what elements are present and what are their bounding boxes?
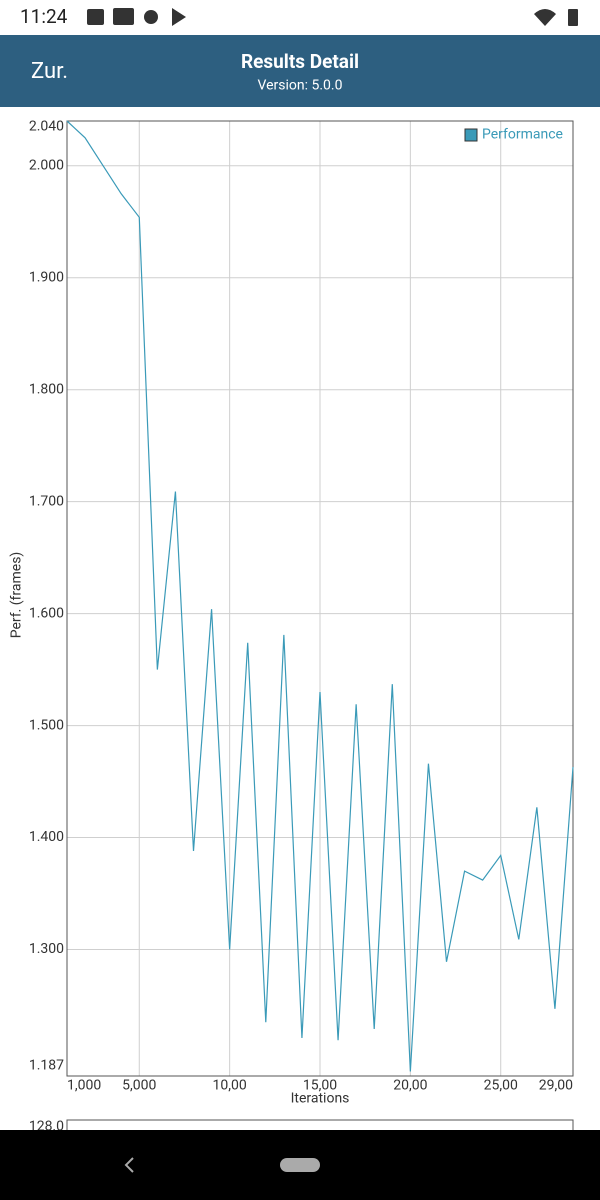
data-line [66, 120, 574, 1072]
app-bar [0, 35, 600, 107]
x-tick-label: 15,00 [303, 1078, 337, 1094]
status-icons [87, 8, 578, 26]
y-tick-label: 1.900 [29, 269, 64, 285]
x-axis-label: Iterations [291, 1091, 350, 1107]
chart: 2.040 2.000 1.900 1.800 1.700 1.600 1.500 1.400… [9, 119, 574, 1107]
x-tick-label: 29,00 [539, 1078, 573, 1094]
y-tick-label: 1.500 [29, 717, 64, 733]
y-tick-label: 1.300 [29, 941, 64, 957]
app-subtitle: Version: 5.0.0 [258, 78, 343, 94]
nav-back[interactable] [124, 1157, 134, 1173]
x-tick-label: 1,000 [67, 1078, 101, 1094]
nav-home[interactable] [280, 1158, 320, 1172]
y-tick-label: 2.000 [29, 157, 64, 173]
x-tick-label: 20,00 [393, 1078, 427, 1094]
x-tick-label: 10,00 [213, 1078, 247, 1094]
x-tick-label: 25,00 [484, 1078, 518, 1094]
y-tick-label: 1.400 [29, 829, 64, 845]
legend-swatch [464, 128, 478, 142]
status-time: 11:24 [20, 5, 68, 28]
y-tick-label: 1.187 [29, 1058, 64, 1074]
y-tick-label: 2.040 [29, 119, 64, 135]
y-tick-label: 1.700 [29, 493, 64, 509]
x-tick-label: 5,000 [122, 1078, 156, 1094]
back-button[interactable]: Zur. [31, 59, 68, 84]
y-tick-label: 1.600 [29, 605, 64, 621]
legend-label: Performance [482, 127, 563, 143]
plot-frame [66, 120, 574, 1077]
y-tick-label: 1.800 [29, 381, 64, 397]
app-title: Results Detail [241, 50, 359, 73]
y-axis-label: Perf. (frames) [9, 552, 25, 639]
